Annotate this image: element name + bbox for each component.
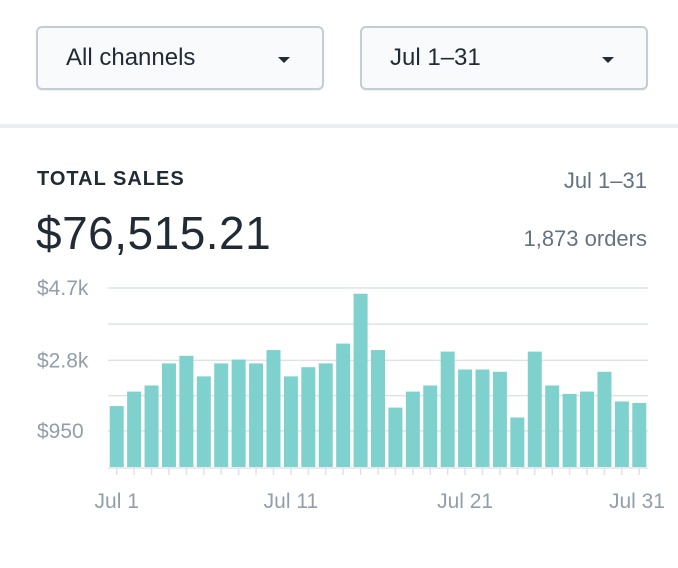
channel-select[interactable]: All channels: [36, 26, 324, 90]
date-range-select[interactable]: Jul 1–31: [360, 26, 648, 90]
date-range-select-value: Jul 1–31: [390, 44, 481, 71]
total-sales-label: TOTAL SALES: [37, 168, 185, 190]
total-sales-amount: $76,515.21: [36, 207, 272, 259]
caret-down-icon: [278, 57, 290, 63]
section-divider: [0, 124, 678, 128]
summary-date-range: Jul 1–31: [563, 168, 647, 193]
caret-down-icon: [602, 57, 614, 63]
total-sales-card: TOTAL SALES Jul 1–31 $76,515.21 1,873 or…: [0, 128, 678, 568]
filters-bar: All channels Jul 1–31: [0, 0, 678, 124]
channel-select-value: All channels: [66, 44, 196, 71]
order-count: 1,873 orders: [523, 226, 647, 251]
